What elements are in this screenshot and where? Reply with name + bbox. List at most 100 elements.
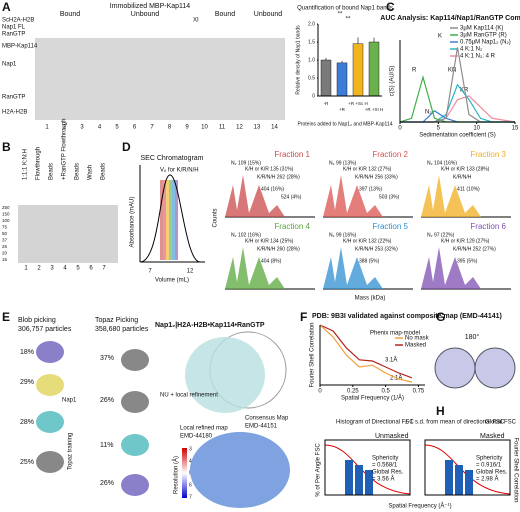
marker: 100 <box>2 218 10 223</box>
x-label: Spatial Frequency (1/Å) <box>341 395 404 402</box>
sec-curve <box>139 174 201 263</box>
y-label: c(S) (AU/S) <box>390 66 396 97</box>
h-sub: Masked <box>480 433 505 440</box>
line <box>319 324 413 379</box>
e-text: Consensus Map <box>245 416 289 422</box>
gel-group: Unbound <box>254 11 283 18</box>
h-bar <box>455 465 463 495</box>
blob <box>36 341 64 363</box>
e-text: Topaz Picking <box>95 317 138 324</box>
h-plot <box>424 439 511 496</box>
f-subtitle: Phenix map-model <box>370 331 420 337</box>
f-title: PDB: 9B3I validated against composite ma… <box>312 313 502 320</box>
lane-number: 7 <box>150 125 154 131</box>
marker: 150 <box>2 212 10 217</box>
blob <box>121 391 149 413</box>
line <box>319 324 413 383</box>
lane-number: 3 <box>80 125 84 131</box>
lane-label: Beads <box>49 163 55 180</box>
h-stat: Sphericity <box>476 456 502 462</box>
sec-note: Vₒ for K/R/N/H <box>160 168 199 174</box>
lane-number: 7 <box>102 266 106 272</box>
row-label: RanGTP <box>2 32 25 38</box>
e-text: Blob picking <box>18 317 56 324</box>
peak-label: N₂ 109 (15%) <box>231 160 261 166</box>
h-legend: ± 1 s.d. from mean of directional FSC <box>405 420 505 426</box>
sec-fraction <box>166 180 169 260</box>
lane-number: 9 <box>185 125 189 131</box>
x-tick-label: 0 <box>398 126 402 132</box>
peak-label: N₂ 99 (16%) <box>329 232 357 238</box>
e-text: Resolution (Å) <box>173 456 180 494</box>
panel-label: A <box>2 0 11 14</box>
x-label: Sedimentation coefficient (S) <box>419 133 496 139</box>
y-tick-label: 1.0 <box>308 57 315 63</box>
h-ylabel: % of Per Angle FSC <box>316 443 322 497</box>
x-tick-label: -R <box>324 101 329 106</box>
h-xlabel: Spatial Frequency (Å⁻¹) <box>388 503 451 510</box>
h-sub: Unmasked <box>375 433 409 440</box>
annotation: R <box>412 68 417 74</box>
y-label: Fourier Shell Correlation <box>310 322 316 387</box>
sec-fraction <box>169 180 172 260</box>
lane-label: Wash <box>88 165 94 180</box>
h-bar <box>445 460 453 495</box>
marker: Nap1 <box>2 62 17 68</box>
e-pct: 11% <box>100 442 114 449</box>
peak-label: K/R/N/H 252 (27%) <box>453 246 496 252</box>
panel-label: H <box>436 404 445 418</box>
lane-number: 6 <box>133 125 137 131</box>
h-stat: Sphericity <box>372 456 398 462</box>
panel-label: F <box>300 310 307 324</box>
gel-group: Bound <box>215 11 235 18</box>
legend-label: 4 K:1 N₂: 4 R <box>460 54 496 60</box>
peak-label: K/R/N/H 260 (28%) <box>257 246 300 252</box>
legend-label: Masked <box>405 343 426 349</box>
h-bar <box>465 470 473 495</box>
marker: 37 <box>2 238 8 243</box>
peak-label: 524 (4%) <box>281 194 302 200</box>
peak-label: K/H or K/R 132 (27%) <box>343 166 392 172</box>
annotation: KN <box>448 68 456 74</box>
colorbar <box>182 448 187 498</box>
lane-number: 5 <box>76 266 80 272</box>
local-res-map <box>190 432 290 508</box>
peak-label: 404 (8%) <box>261 258 282 264</box>
lane-number: 2 <box>63 125 67 131</box>
sec-ylabel: Absorbance (mAU) <box>130 196 136 247</box>
significance: ** <box>338 12 343 18</box>
lane-label: Beads <box>75 163 81 180</box>
e-pct: 37% <box>100 355 114 362</box>
fraction-name: Fraction 6 <box>470 222 506 231</box>
h-legend: Global FSC <box>485 420 517 426</box>
sec-fraction <box>172 180 175 260</box>
gel <box>35 38 285 120</box>
marker: 20 <box>2 251 8 256</box>
bar <box>336 62 348 97</box>
peak-label: N₂ 99 (13%) <box>329 160 357 166</box>
h-stat: = 0.568/1 <box>372 463 398 469</box>
panel-label: G <box>436 310 445 324</box>
y-tick-label: 0.5 <box>308 75 315 81</box>
e-text: Topaz training <box>68 433 74 470</box>
fraction-name: Fraction 1 <box>274 150 310 159</box>
x-tick-label: +R +Sc H <box>348 101 368 106</box>
histogram <box>421 175 511 217</box>
e-text: EMD-44180 <box>180 434 213 440</box>
blob <box>36 411 64 433</box>
histogram <box>225 247 315 289</box>
peak-label: K/H or K/R 134 (25%) <box>245 238 294 244</box>
blob <box>121 349 149 371</box>
h-bar <box>345 460 353 495</box>
lane-number: 12 <box>236 125 243 131</box>
blob <box>121 434 149 456</box>
sec-fraction <box>175 180 178 260</box>
peak-label: K/R/N/H 256 (33%) <box>355 174 398 180</box>
marker: H2A-H2B <box>2 110 27 116</box>
x-label: Proteins added to Nap1₂ and MBP-Kap114 <box>298 121 393 127</box>
h-stat: Global Res. <box>372 470 404 476</box>
bar <box>352 43 364 97</box>
annotation: 3.1Å <box>385 357 397 364</box>
marker: 25 <box>2 244 8 249</box>
